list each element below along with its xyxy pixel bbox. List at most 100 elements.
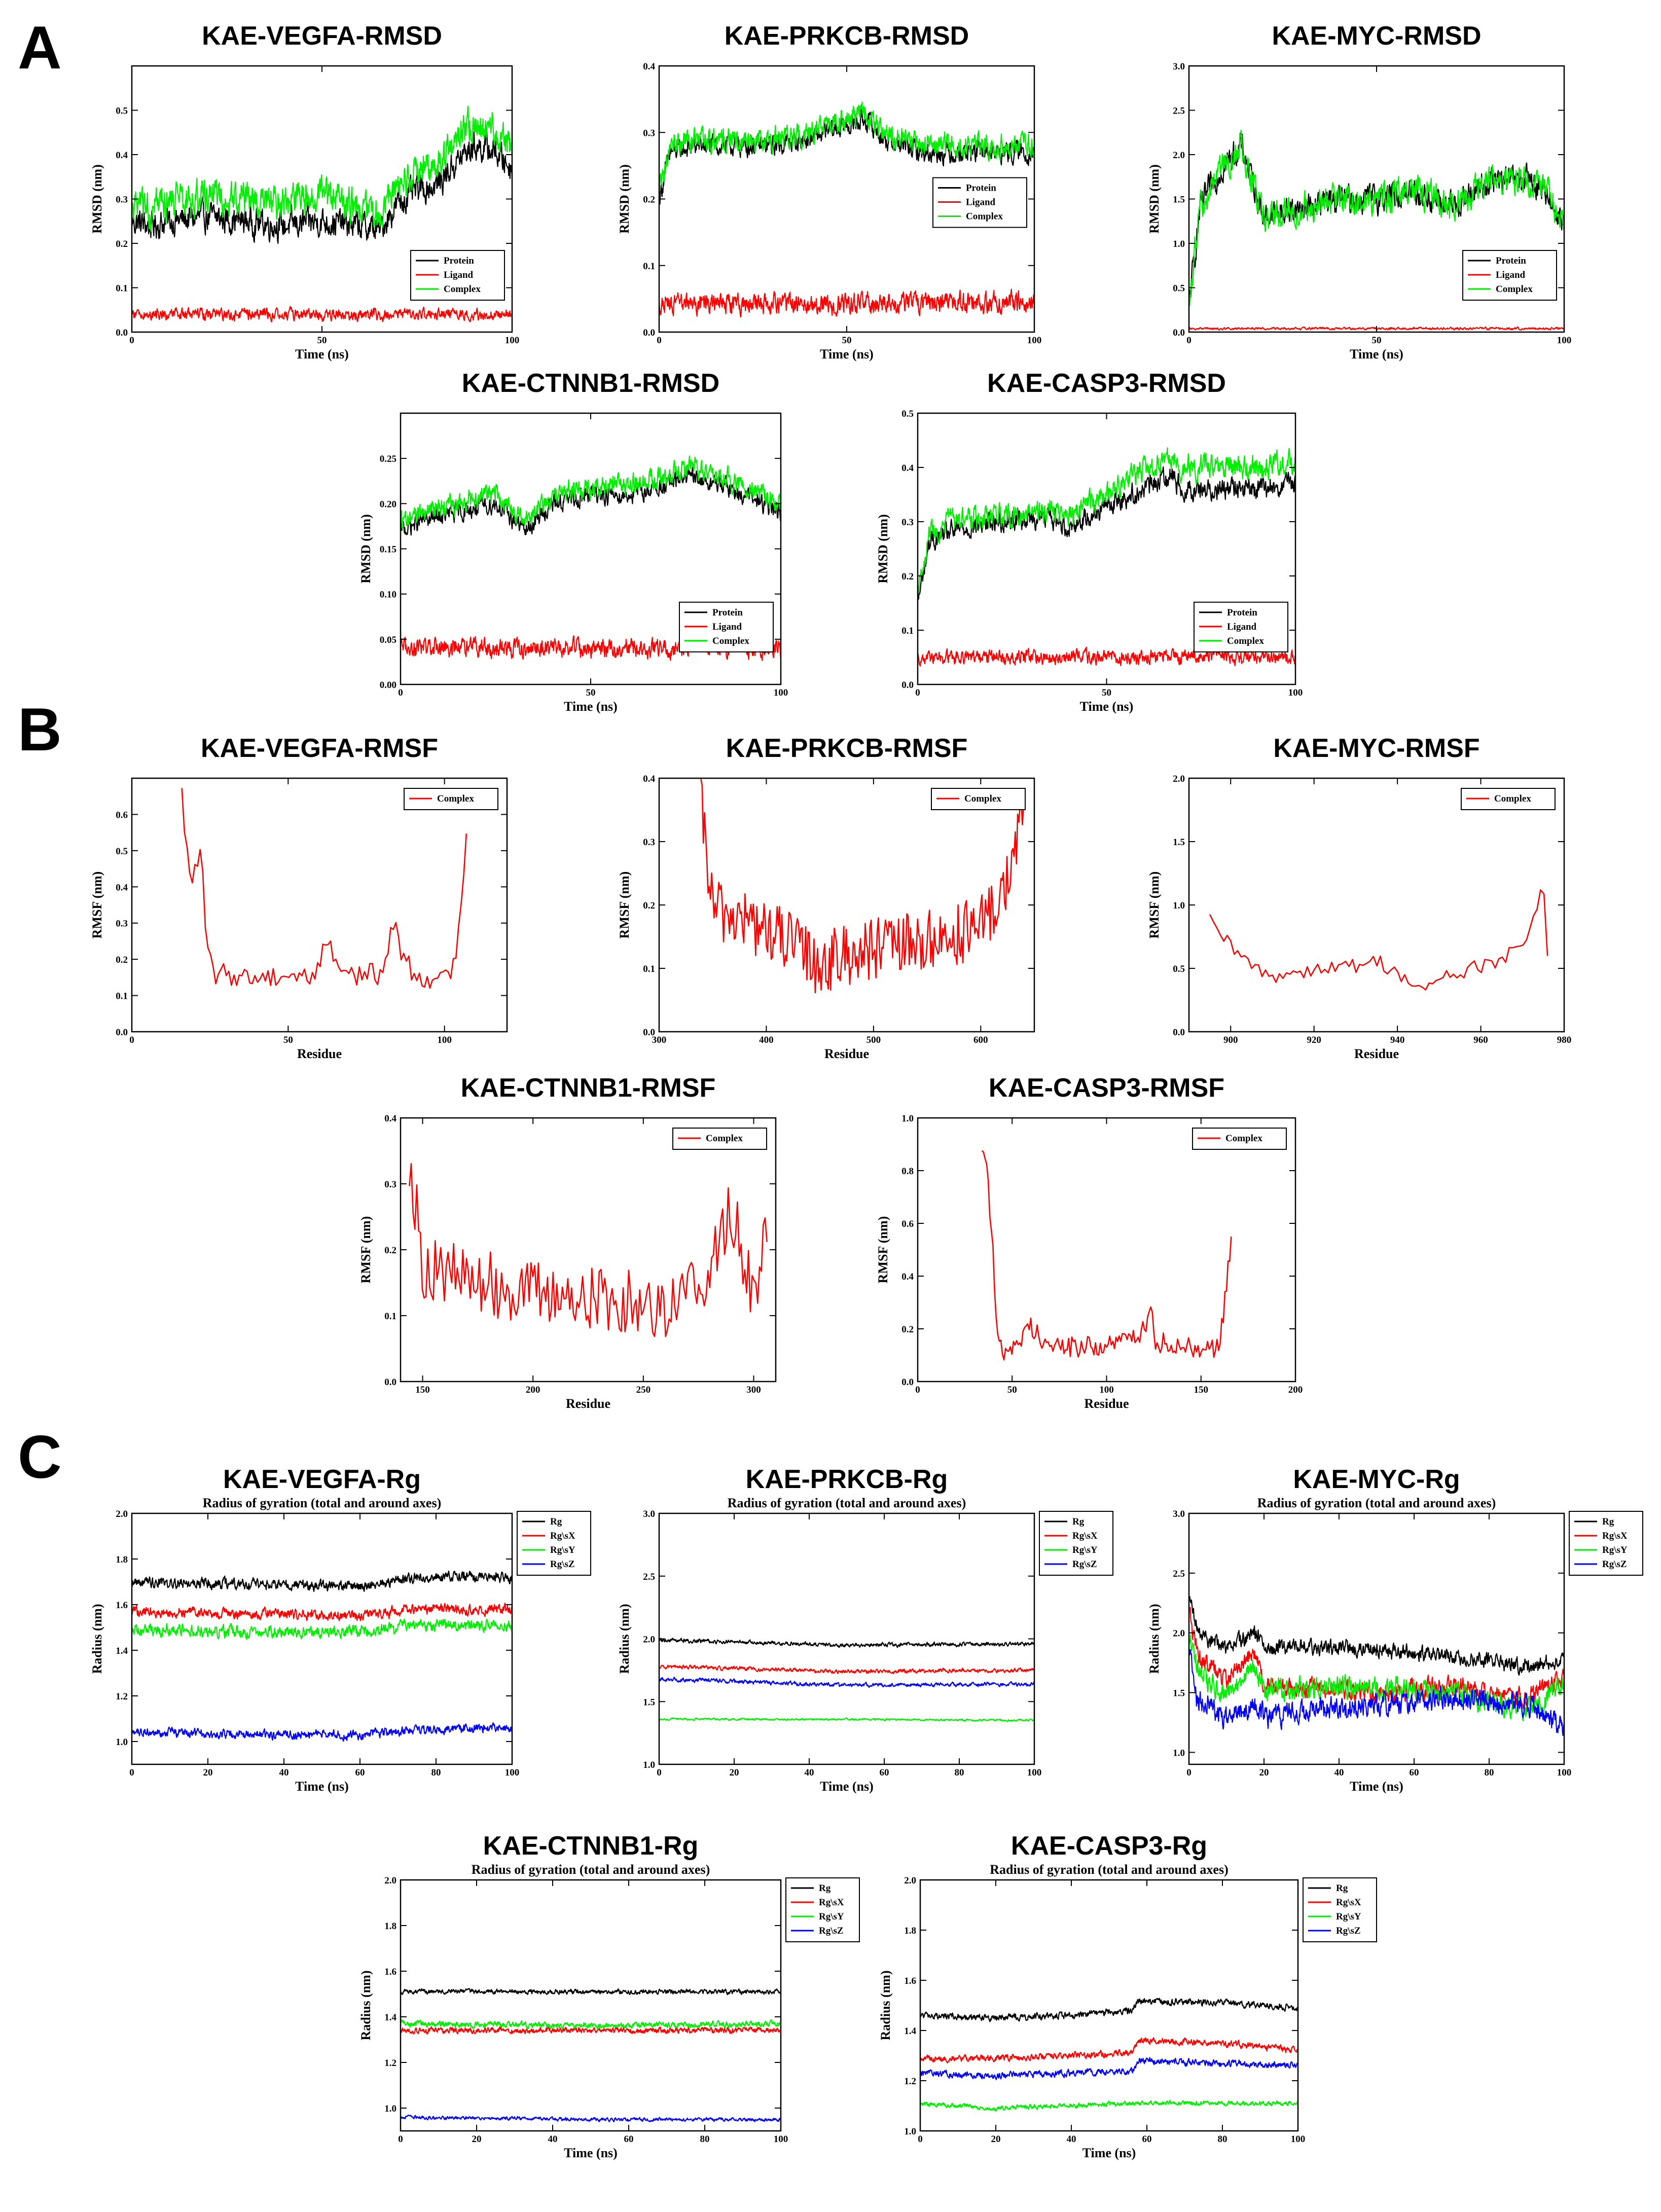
x-tick-label: 40	[1067, 2134, 1076, 2145]
series-line-protein	[918, 466, 1295, 600]
y-tick-label: 0.3	[116, 919, 128, 929]
chart-subtitle: Radius of gyration (total and around axe…	[1257, 1496, 1496, 1510]
legend: Rg Rg\sX Rg\sY Rg\sZ	[785, 1877, 860, 1942]
series-line-complex	[659, 101, 1034, 191]
x-tick-label: 0	[129, 335, 134, 346]
y-tick-label: 0.3	[643, 128, 655, 138]
x-tick-label: 80	[955, 1767, 964, 1778]
legend-label-complex: Complex	[706, 1133, 743, 1144]
y-tick-label: 1.8	[116, 1554, 128, 1565]
chart-kae-myc-rmsd: KAE-MYC-RMSD 0 50 100 0.0 0.5 1.0 1.5 2.0 2.5 3.0 T…	[1147, 21, 1571, 361]
chart-title: KAE-MYC-RMSD	[1272, 21, 1481, 51]
y-tick-label: 0.5	[116, 106, 128, 117]
y-tick-label: 0.2	[116, 955, 128, 965]
legend-label-rg-sz: Rg\sZ	[1602, 1559, 1627, 1570]
y-tick-label: 1.6	[116, 1600, 128, 1611]
legend-label-complex: Complex	[964, 793, 1001, 804]
legend: Complex	[1192, 1128, 1287, 1150]
legend: Rg Rg\sX Rg\sY Rg\sZ	[1039, 1511, 1113, 1576]
y-tick-label: 0.4	[901, 463, 914, 474]
series-line-rg	[132, 1570, 512, 1592]
y-tick-label: 0.5	[901, 409, 914, 419]
x-tick-label: 0	[398, 2134, 403, 2145]
chart-kae-myc-rg: KAE-MYC-Rg Radius of gyration (total and …	[1147, 1465, 1643, 1794]
y-axis-label: RMSD (nm)	[90, 164, 104, 234]
y-tick-label: 2.0	[1173, 774, 1185, 784]
y-tick-label: 0.4	[384, 1113, 396, 1124]
series-line-ligand	[132, 306, 512, 322]
x-tick-label: 900	[1223, 1035, 1238, 1045]
x-axis-label: Time (ns)	[1350, 347, 1403, 361]
x-tick-label: 40	[1334, 1767, 1344, 1778]
y-tick-label: 2.0	[904, 1875, 916, 1886]
series-line-rg-sx	[401, 2026, 781, 2035]
x-axis-label: Time (ns)	[820, 347, 874, 361]
series-line-complex	[918, 447, 1295, 594]
plot-frame	[400, 1117, 777, 1383]
legend-label-protein: Protein	[1227, 607, 1257, 618]
legend-label-rg-sz: Rg\sZ	[819, 1926, 844, 1936]
x-tick-label: 0	[915, 687, 920, 698]
chart-kae-casp3-rmsf: KAE-CASP3-RMSF 0 50 100 150 200 0.0 0.2 0.4 0.6 0.…	[876, 1073, 1303, 1411]
plot-frame	[919, 1879, 1299, 2132]
y-axis-label: RMSF (nm)	[358, 1216, 373, 1284]
y-axis-label: RMSD (nm)	[876, 514, 890, 584]
series-line-complex	[700, 779, 1025, 994]
x-tick-label: 200	[1288, 1385, 1303, 1395]
chart-title: KAE-PRKCB-Rg	[746, 1465, 948, 1494]
x-tick-label: 980	[1557, 1035, 1572, 1045]
chart-title: KAE-VEGFA-RMSD	[202, 21, 442, 51]
x-axis-label: Time (ns)	[1350, 1779, 1403, 1794]
y-tick-label: 0.0	[1173, 1027, 1185, 1038]
series-line-complex	[181, 788, 467, 989]
legend-label-complex: Complex	[712, 636, 749, 646]
legend-label-rg: Rg	[1072, 1516, 1085, 1527]
series-line-ligand	[918, 646, 1295, 667]
legend-label-ligand: Ligand	[712, 622, 742, 632]
y-tick-label: 0.0	[901, 1377, 914, 1388]
y-tick-label: 1.2	[384, 2058, 396, 2069]
y-tick-label: 0.0	[643, 1027, 655, 1038]
legend-label-rg-sx: Rg\sX	[1072, 1531, 1098, 1541]
chart-subtitle: Radius of gyration (total and around axe…	[203, 1496, 441, 1510]
y-tick-label: 0.0	[1173, 328, 1185, 338]
y-tick-label: 1.0	[1173, 1748, 1185, 1758]
y-tick-label: 2.5	[1173, 106, 1185, 117]
y-axis-label: Radius (nm)	[617, 1604, 632, 1674]
y-tick-label: 3.0	[1173, 61, 1185, 72]
x-axis-label: Time (ns)	[295, 1779, 349, 1794]
x-tick-label: 100	[774, 687, 788, 698]
legend-label-rg-sy: Rg\sY	[550, 1545, 575, 1555]
series-group	[918, 447, 1295, 667]
x-axis-label: Residue	[1354, 1046, 1399, 1061]
y-axis-label: RMSF (nm)	[90, 872, 104, 939]
x-tick-label: 40	[279, 1767, 289, 1778]
y-tick-label: 0.3	[643, 837, 655, 848]
chart-title: KAE-CASP3-RMSF	[989, 1073, 1224, 1103]
series-line-rg	[401, 1988, 781, 1996]
x-tick-label: 0	[918, 2134, 923, 2145]
chart-subtitle: Radius of gyration (total and around axe…	[728, 1496, 966, 1510]
chart-title: KAE-CASP3-RMSD	[987, 369, 1226, 398]
y-tick-label: 1.5	[1173, 837, 1185, 848]
legend-label-rg-sy: Rg\sY	[1072, 1545, 1098, 1555]
y-tick-label: 0.2	[643, 900, 655, 911]
x-tick-label: 0	[129, 1767, 134, 1778]
chart-title: KAE-PRKCB-RMSF	[726, 734, 968, 763]
chart-kae-prkcb-rmsd: KAE-PRKCB-RMSD 0 50 100 0.0 0.1 0.2 0.3 0.4 Time …	[617, 21, 1041, 361]
legend: Rg Rg\sX Rg\sY Rg\sZ	[1303, 1877, 1377, 1942]
series-line-complex	[132, 105, 512, 232]
x-tick-label: 80	[431, 1767, 441, 1778]
series-line-complex	[409, 1163, 768, 1337]
chart-kae-ctnnb1-rmsf: KAE-CTNNB1-RMSF 150 200 250 300 0.0 0.1 0.2 0.3 0…	[358, 1073, 777, 1411]
x-tick-label: 60	[355, 1767, 365, 1778]
y-axis-label: RMSF (nm)	[1147, 872, 1162, 939]
x-tick-label: 500	[866, 1035, 881, 1045]
legend-label-complex: Complex	[1496, 284, 1533, 295]
x-tick-label: 20	[1259, 1767, 1269, 1778]
chart-title: KAE-CASP3-Rg	[1011, 1831, 1207, 1861]
chart-kae-vegfa-rg: KAE-VEGFA-Rg Radius of gyration (total an…	[90, 1465, 591, 1794]
